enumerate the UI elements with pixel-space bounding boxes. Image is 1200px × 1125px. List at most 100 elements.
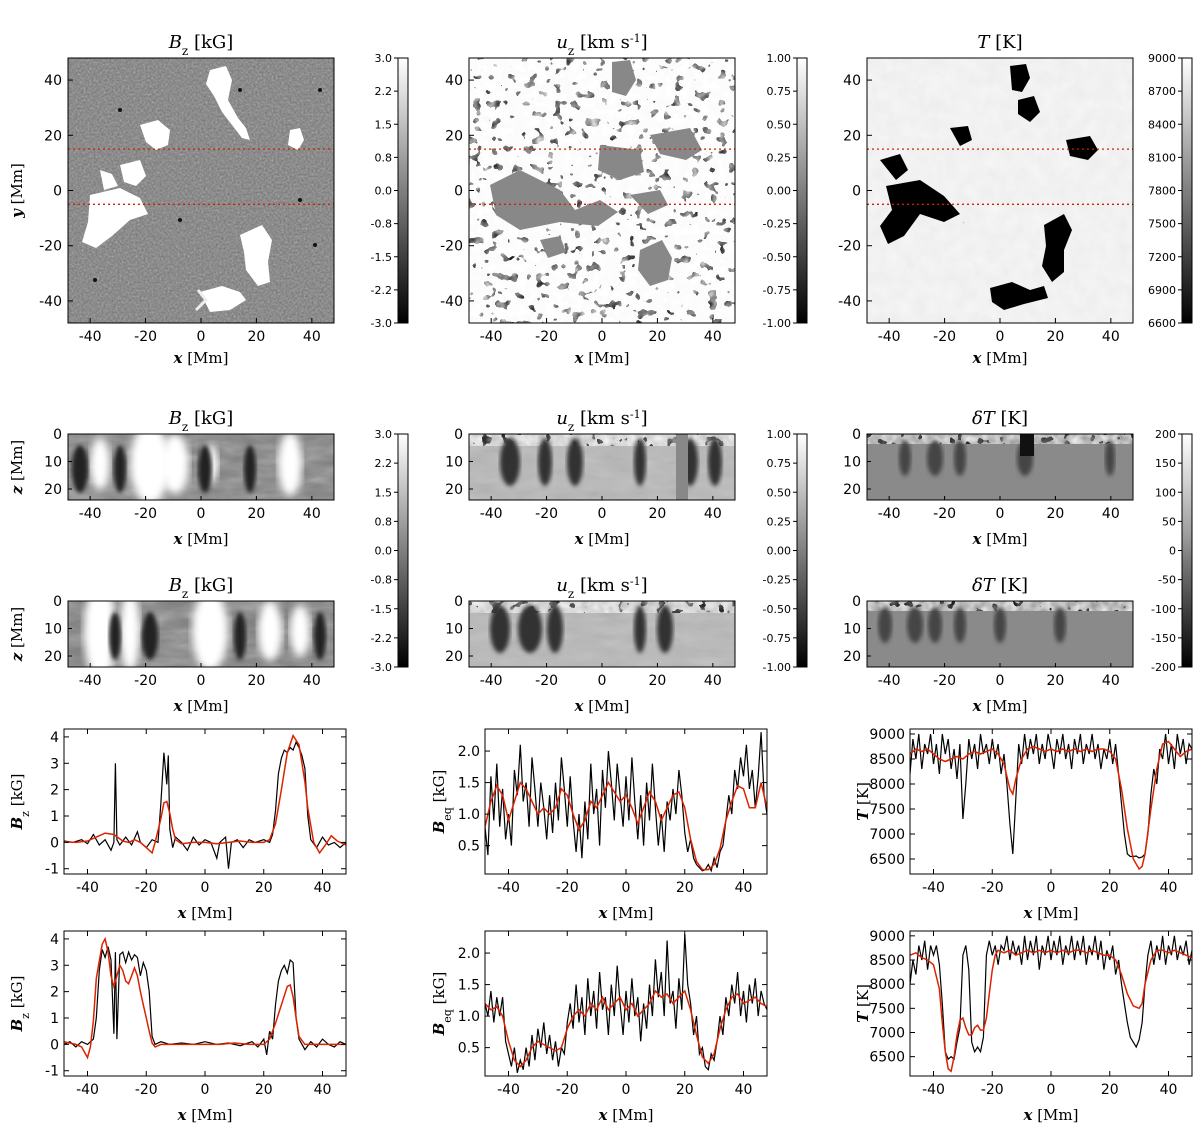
panel-prof2-t: -40 -20 0 20 40 6500 7000 7500 8000 8500 9000 x [Mm… xyxy=(854,929,1193,1124)
y-tick-label: 8500 xyxy=(869,752,905,768)
x-tick-label: 20 xyxy=(255,880,273,896)
x-tick-label: -20 xyxy=(535,506,558,522)
y-axis-var: z xyxy=(8,485,26,495)
x-axis-unit: [Mm] xyxy=(583,530,629,548)
series-raw-line xyxy=(485,732,767,873)
x-tick-label: -20 xyxy=(134,506,157,522)
x-tick-label: 20 xyxy=(1047,673,1065,689)
x-tick-label: 20 xyxy=(676,880,694,896)
x-tick-label: 0 xyxy=(996,506,1005,522)
series-smoothed-line xyxy=(910,949,1192,1073)
colorbar: 9000 8700 8400 8100 7800 7500 7200 6900 6600 xyxy=(1148,52,1193,330)
y-axis-var: z xyxy=(8,652,26,662)
x-axis-var: x xyxy=(176,904,187,922)
title-sub: z xyxy=(568,587,574,601)
title-unit: [kG] xyxy=(188,408,233,429)
cool-plume xyxy=(878,607,892,643)
surface-layer xyxy=(469,601,735,613)
y-tick-label: 20 xyxy=(44,649,62,665)
bright-flux-patch xyxy=(288,128,304,150)
cool-plume xyxy=(954,440,966,476)
y-tick-label: 20 xyxy=(843,128,861,144)
y-tick-label: 0.5 xyxy=(458,1041,480,1057)
plot-area xyxy=(485,934,767,1073)
panel-surface-uz: -40 -20 0 20 40 40 20 0 -20 -40 uz [km s-1] x [Mm] 1… xyxy=(440,32,808,367)
x-tick-label: 40 xyxy=(303,329,321,345)
y-axis-unit: [Mm] xyxy=(8,163,26,209)
negative-field-column xyxy=(114,445,126,493)
panel-title: δT [K] xyxy=(972,575,1028,596)
x-tick-label: 40 xyxy=(1102,506,1120,522)
x-tick-label: 0 xyxy=(996,329,1005,345)
y-axis-sub: z xyxy=(19,1013,32,1019)
x-tick-label: -40 xyxy=(76,880,99,896)
x-tick-label: -20 xyxy=(134,673,157,689)
quiet-downflow-region xyxy=(598,145,644,180)
colorbar-tick-label: 0.0 xyxy=(375,185,393,198)
panel-title: uz [km s-1] xyxy=(556,32,647,59)
negative-field-column xyxy=(314,612,326,660)
x-tick-label: 40 xyxy=(735,1082,753,1098)
y-tick-label: 2 xyxy=(50,985,59,1001)
title-sub: z xyxy=(568,44,574,58)
y-axis-label: z [Mm] xyxy=(8,607,26,663)
dark-flux-speck xyxy=(318,88,322,92)
x-tick-label: 20 xyxy=(1047,329,1065,345)
colorbar-tick-label: 0.50 xyxy=(767,486,792,499)
quiet-downflow-region xyxy=(638,240,672,286)
colorbar-tick-label: 0.8 xyxy=(375,515,393,528)
x-tick-label: 40 xyxy=(704,329,722,345)
title-sub: z xyxy=(182,44,188,58)
colorbar-gradient xyxy=(397,433,409,668)
x-axis-label: x [Mm] xyxy=(573,697,629,715)
colorbar-tick-label: 6600 xyxy=(1148,317,1176,330)
x-tick-label: -40 xyxy=(76,1082,99,1098)
y-tick-label: 8500 xyxy=(869,953,905,969)
y-tick-label: 4 xyxy=(50,730,59,746)
x-tick-label: -20 xyxy=(135,1082,158,1098)
x-tick-label: -40 xyxy=(497,1082,520,1098)
title-close: ] xyxy=(641,408,648,429)
x-tick-label: 40 xyxy=(314,880,332,896)
y-axis-var: T xyxy=(854,1010,872,1023)
strong-field-column xyxy=(258,601,282,661)
quiet-downflow-region xyxy=(540,236,566,258)
panel-title: uz [km s-1] xyxy=(556,408,647,435)
colorbar-tick-label: -0.8 xyxy=(371,218,392,231)
cool-plume xyxy=(928,607,942,643)
x-axis-var: x xyxy=(176,1106,187,1124)
x-tick-label: 0 xyxy=(1047,1082,1056,1098)
panel-surface-t: -40 -20 0 20 40 40 20 0 -20 -40 T [K] x [Mm] 9000 870… xyxy=(838,32,1193,367)
downflow-plume xyxy=(547,605,563,653)
x-axis-var: x xyxy=(573,530,584,548)
y-tick-label: 0 xyxy=(454,184,463,200)
x-tick-label: 0 xyxy=(197,673,206,689)
cool-magnetic-region xyxy=(1018,96,1040,122)
colorbar-tick-label: -100 xyxy=(1151,603,1176,616)
x-tick-label: 20 xyxy=(1047,506,1065,522)
x-tick-label: 40 xyxy=(735,880,753,896)
quiet-downflow-region xyxy=(630,190,668,214)
x-axis-label: x [Mm] xyxy=(971,349,1027,367)
series-smoothed-line xyxy=(910,740,1192,871)
y-tick-label: 9000 xyxy=(869,727,905,743)
colorbar-tick-label: 2.2 xyxy=(375,85,393,98)
x-tick-label: -40 xyxy=(922,1082,945,1098)
panel-title: T [K] xyxy=(977,32,1022,53)
colorbar-gradient xyxy=(796,433,808,668)
x-tick-label: 20 xyxy=(1101,1082,1119,1098)
colorbar-tick-label: 50 xyxy=(1162,515,1176,528)
cool-plume xyxy=(1105,440,1115,476)
y-axis-unit: [Mm] xyxy=(8,440,26,486)
plot-area xyxy=(64,733,346,869)
y-tick-label: 1.0 xyxy=(458,807,480,823)
y-axis-unit: [kG] xyxy=(430,770,448,808)
title-unit: [kG] xyxy=(188,32,233,53)
y-tick-label: 1.5 xyxy=(458,776,480,792)
x-axis-label: x [Mm] xyxy=(597,1106,653,1124)
x-tick-label: 20 xyxy=(649,506,667,522)
x-axis-var: x xyxy=(971,697,982,715)
x-axis-unit: [Mm] xyxy=(607,904,653,922)
heatmap-image xyxy=(469,601,735,667)
cool-plume xyxy=(907,607,923,643)
